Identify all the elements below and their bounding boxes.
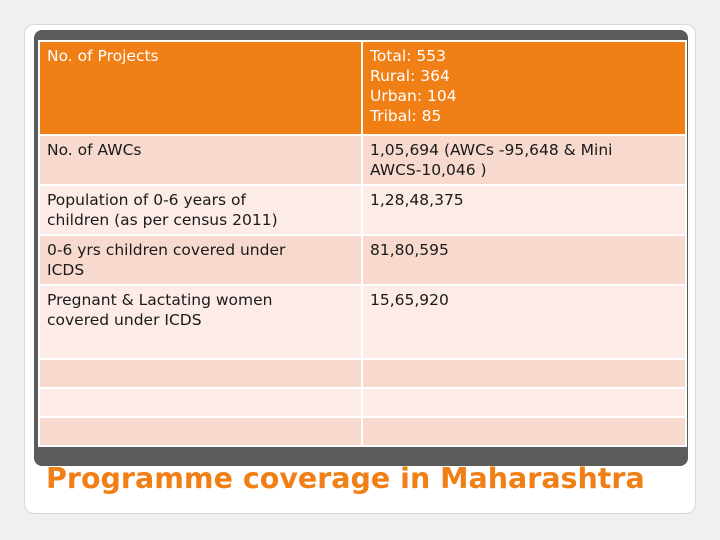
table-row-children-covered: 0-6 yrs children covered under ICDS 81,8… — [38, 234, 687, 286]
population-value: 1,28,48,375 — [370, 191, 464, 209]
pregnant-lactating-label-line-2: covered under ICDS — [47, 311, 202, 329]
table-row-blank — [38, 416, 687, 447]
projects-label: No. of Projects — [47, 47, 159, 65]
population-label-cell: Population of 0-6 years of children (as … — [38, 184, 363, 236]
projects-rural: Rural: 364 — [370, 67, 450, 85]
blank-cell — [361, 387, 687, 418]
children-covered-label-line-1: 0-6 yrs children covered under — [47, 241, 286, 259]
awcs-value-cell: 1,05,694 (AWCs -95,648 & Mini AWCS-10,04… — [361, 134, 687, 186]
table-row-blank — [38, 387, 687, 418]
coverage-table: No. of Projects Total: 553 Rural: 364 Ur… — [38, 40, 687, 447]
children-covered-label-cell: 0-6 yrs children covered under ICDS — [38, 234, 363, 286]
population-label-line-2: children (as per census 2011) — [47, 211, 278, 229]
awcs-value-line-1: 1,05,694 (AWCs -95,648 & Mini — [370, 141, 613, 159]
slide-title: Programme coverage in Maharashtra — [46, 462, 645, 495]
population-value-cell: 1,28,48,375 — [361, 184, 687, 236]
pregnant-lactating-label-cell: Pregnant & Lactating women covered under… — [38, 284, 363, 360]
projects-tribal: Tribal: 85 — [370, 107, 442, 125]
population-label-line-1: Population of 0-6 years of — [47, 191, 246, 209]
projects-values-cell: Total: 553 Rural: 364 Urban: 104 Tribal:… — [361, 40, 687, 136]
children-covered-label-line-2: ICDS — [47, 261, 85, 279]
children-covered-value-cell: 81,80,595 — [361, 234, 687, 286]
pregnant-lactating-label-line-1: Pregnant & Lactating women — [47, 291, 273, 309]
blank-cell — [361, 416, 687, 447]
blank-cell — [38, 387, 363, 418]
table-row-pregnant-lactating: Pregnant & Lactating women covered under… — [38, 284, 687, 360]
projects-total: Total: 553 — [370, 47, 446, 65]
awcs-label-cell: No. of AWCs — [38, 134, 363, 186]
awcs-value-line-2: AWCS-10,046 ) — [370, 161, 487, 179]
children-covered-value: 81,80,595 — [370, 241, 449, 259]
projects-label-cell: No. of Projects — [38, 40, 363, 136]
projects-urban: Urban: 104 — [370, 87, 457, 105]
table-row-blank — [38, 358, 687, 389]
table-row-population: Population of 0-6 years of children (as … — [38, 184, 687, 236]
blank-cell — [38, 358, 363, 389]
table-row-projects: No. of Projects Total: 553 Rural: 364 Ur… — [38, 40, 687, 136]
blank-cell — [38, 416, 363, 447]
blank-cell — [361, 358, 687, 389]
table-row-awcs: No. of AWCs 1,05,694 (AWCs -95,648 & Min… — [38, 134, 687, 186]
pregnant-lactating-value: 15,65,920 — [370, 291, 449, 309]
awcs-label: No. of AWCs — [47, 141, 142, 159]
pregnant-lactating-value-cell: 15,65,920 — [361, 284, 687, 360]
